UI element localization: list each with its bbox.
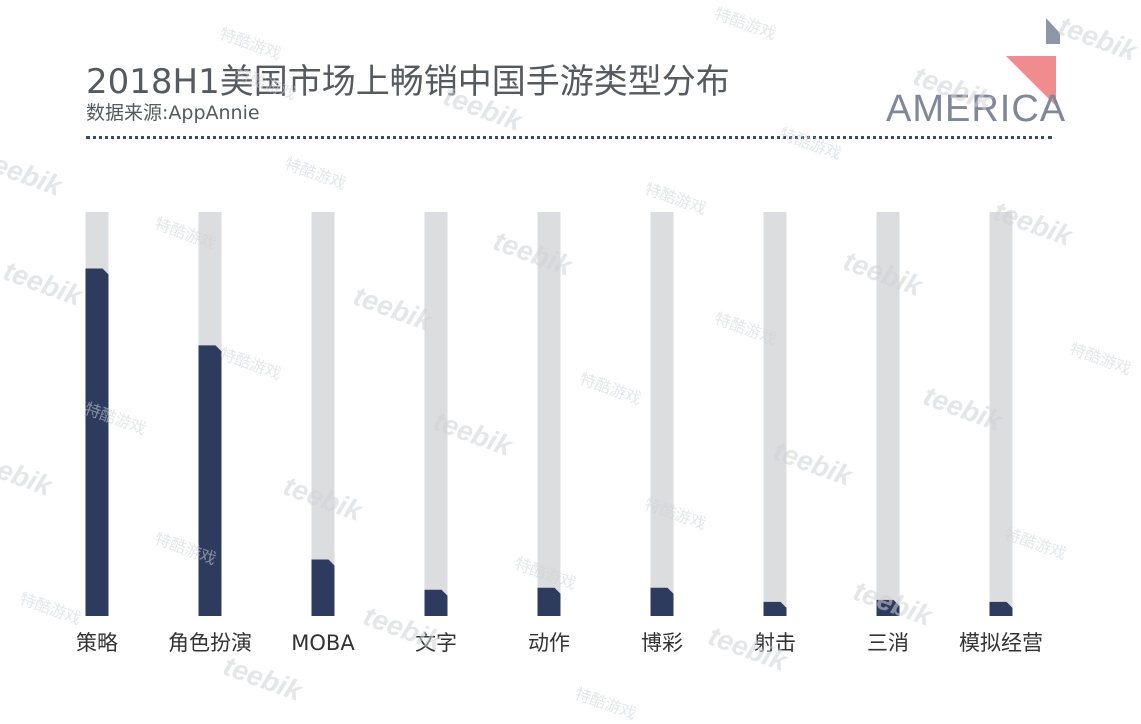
bar (311, 559, 335, 616)
bar-track (424, 212, 448, 616)
logo-triangles-icon (1006, 18, 1060, 106)
x-tick-label: 模拟经营 (959, 631, 1043, 655)
bar-track (311, 212, 335, 616)
bar-track (537, 212, 561, 616)
bar-track (650, 212, 674, 616)
chart-source: 数据来源:AppAnnie (86, 102, 260, 124)
bar (424, 589, 448, 616)
x-tick-label: 动作 (528, 631, 570, 655)
x-tick-label: MOBA (291, 631, 355, 655)
logo-small-triangle (1046, 18, 1060, 44)
dotted-divider (86, 136, 1052, 139)
bar-track (989, 212, 1013, 616)
chart-title: 2018H1美国市场上畅销中国手游类型分布 (86, 62, 730, 102)
bar-track (763, 212, 787, 616)
bar-chart: 策略 角色扮演 MOBA 文字 动作 博彩 射击 三消 模拟经营 (76, 212, 1043, 655)
x-tick-label: 博彩 (641, 631, 683, 655)
bar (763, 601, 787, 616)
logo-large-triangle (1006, 56, 1056, 106)
bar (650, 587, 674, 616)
bar-track (876, 212, 900, 616)
x-tick-label: 策略 (76, 631, 118, 655)
bar (876, 599, 900, 616)
bar (537, 587, 561, 616)
x-tick-label: 角色扮演 (168, 631, 252, 655)
x-tick-label: 三消 (867, 631, 909, 655)
x-tick-label: 射击 (754, 631, 796, 655)
x-tick-label: 文字 (415, 631, 457, 655)
logo-text: AMERICA (886, 88, 1067, 130)
bar (198, 345, 222, 616)
bar (989, 601, 1013, 616)
bar (85, 268, 109, 616)
